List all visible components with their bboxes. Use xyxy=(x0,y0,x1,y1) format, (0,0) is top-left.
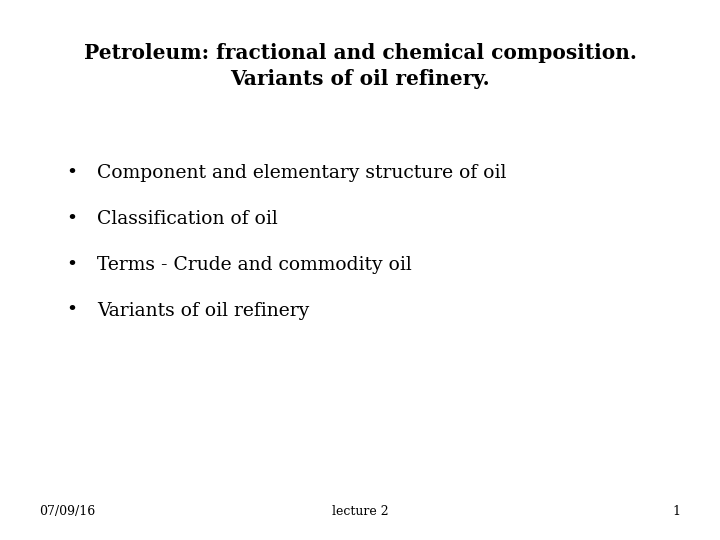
Text: Component and elementary structure of oil: Component and elementary structure of oi… xyxy=(97,164,507,182)
Text: •: • xyxy=(66,255,78,274)
Text: 1: 1 xyxy=(672,505,680,518)
Text: •: • xyxy=(66,210,78,228)
Text: Variants of oil refinery: Variants of oil refinery xyxy=(97,301,310,320)
Text: •: • xyxy=(66,164,78,182)
Text: 07/09/16: 07/09/16 xyxy=(40,505,96,518)
Text: Classification of oil: Classification of oil xyxy=(97,210,278,228)
Text: Petroleum: fractional and chemical composition.
Variants of oil refinery.: Petroleum: fractional and chemical compo… xyxy=(84,43,636,89)
Text: lecture 2: lecture 2 xyxy=(332,505,388,518)
Text: Terms - Crude and commodity oil: Terms - Crude and commodity oil xyxy=(97,255,412,274)
Text: •: • xyxy=(66,301,78,320)
